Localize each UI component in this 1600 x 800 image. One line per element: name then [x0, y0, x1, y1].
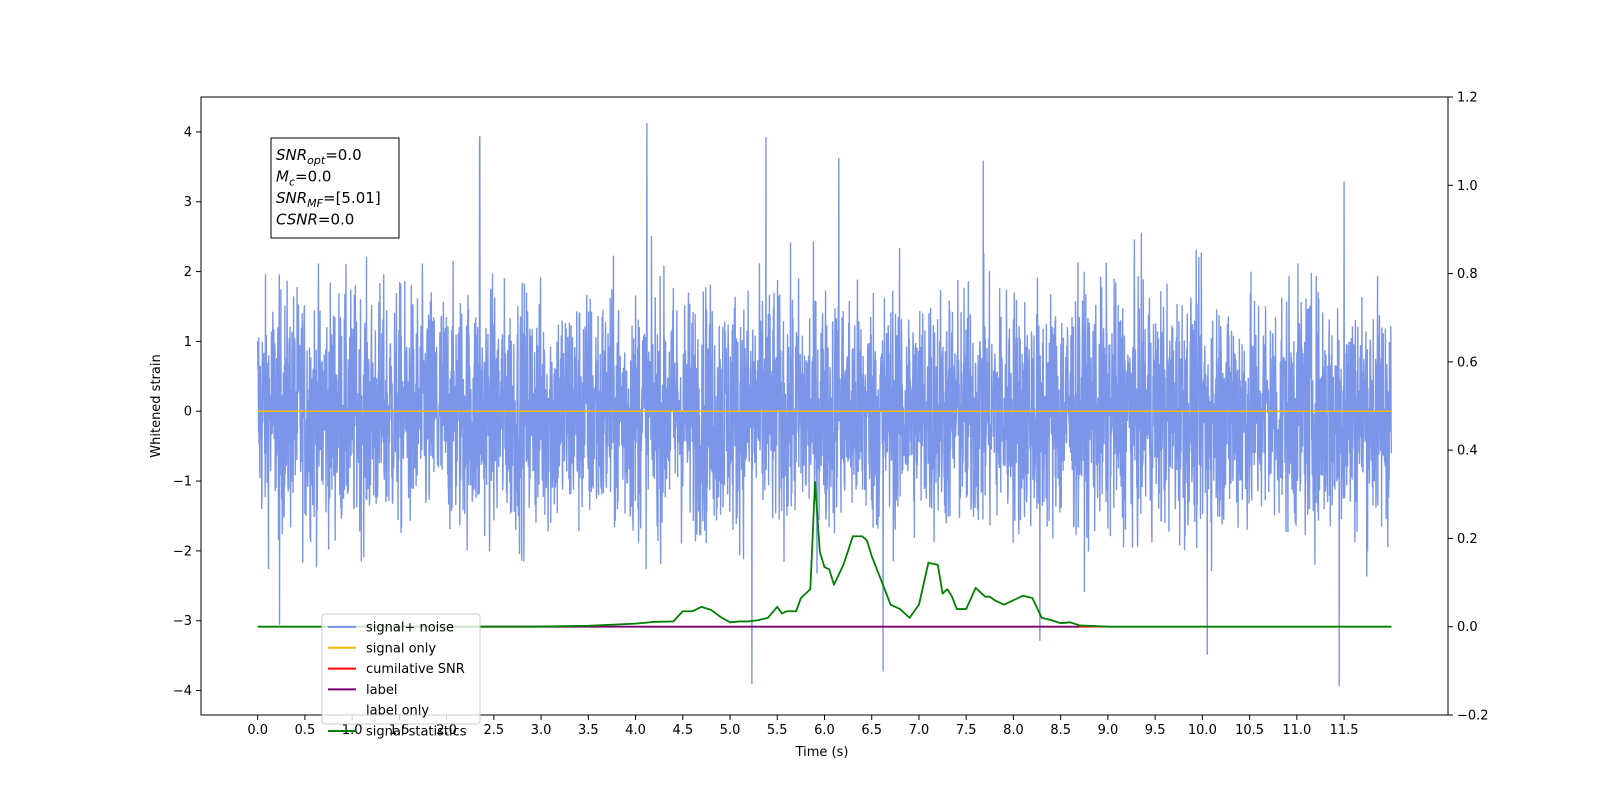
y-axis-left: −4 −3 −2 −1 0 1 2 3 4	[173, 125, 201, 699]
x-tick-label: 3.5	[578, 723, 599, 738]
x-tick-label: 6.5	[861, 723, 882, 738]
x-tick-label: 4.5	[672, 723, 693, 738]
annotation-value: =0.0	[325, 146, 361, 164]
y-right-tick-label: 0.6	[1457, 355, 1478, 370]
annotation-line: SNRopt=0.0	[276, 146, 362, 167]
x-tick-label: 11.0	[1282, 723, 1311, 738]
series-layer	[256, 122, 1393, 687]
annotation-subscript: MF	[307, 197, 323, 210]
x-tick-label: 3.0	[531, 723, 552, 738]
x-tick-label: 5.0	[720, 723, 741, 738]
x-tick-label: 0.0	[247, 723, 268, 738]
legend-label: signal+ noise	[366, 621, 454, 636]
x-tick-label: 5.5	[767, 723, 788, 738]
annotation-line: CSNR=0.0	[276, 211, 354, 229]
y-axis-right: −0.2 0.0 0.2 0.4 0.6 0.8 1.0 1.2	[1448, 91, 1489, 724]
annotation-symbol: M	[276, 168, 289, 186]
y-tick-label: −2	[173, 544, 192, 559]
y-tick-label: 4	[184, 125, 192, 140]
y-right-tick-label: 0.8	[1457, 267, 1478, 282]
legend-frame	[321, 613, 481, 725]
x-tick-label: 8.5	[1050, 723, 1071, 738]
x-tick-label: 2.5	[484, 723, 505, 738]
y-axis-title: Whitened strain	[149, 354, 164, 457]
y-right-tick-label: 1.2	[1457, 91, 1478, 106]
annotation-box-frame	[270, 137, 400, 239]
y-right-tick-label: 1.0	[1457, 179, 1478, 194]
legend-label: signal statistics	[366, 725, 467, 740]
y-right-tick-label: 0.2	[1457, 532, 1478, 547]
annotation-symbol: CSNR	[276, 211, 318, 229]
x-tick-label: 11.5	[1330, 723, 1359, 738]
y-right-tick-label: 0.4	[1457, 444, 1478, 459]
y-right-tick-label: −0.2	[1457, 709, 1489, 724]
legend-label: label	[366, 683, 397, 698]
annotation-subscript: opt	[307, 154, 326, 167]
x-axis-title: Time (s)	[795, 745, 849, 760]
annotation-symbol: SNR	[276, 146, 307, 164]
x-tick-label: 10.5	[1235, 723, 1264, 738]
y-tick-label: 1	[184, 335, 192, 350]
x-tick-label: 7.0	[909, 723, 930, 738]
x-tick-label: 9.0	[1098, 723, 1119, 738]
y-tick-label: −3	[173, 614, 192, 629]
legend-label: label only	[366, 704, 429, 719]
x-axis: 0.0 0.5 1.0 1.5 2.0 2.5 3.0 3.5 4.0 4.5 5.0 5.5 6.0 6…	[247, 715, 1359, 738]
annotation-value: =[5.01]	[323, 189, 381, 207]
annotation-value: =0.0	[318, 211, 354, 229]
x-tick-label: 2.0	[436, 723, 457, 738]
y-tick-label: −4	[173, 684, 192, 699]
y-right-tick-label: 0.0	[1457, 620, 1478, 635]
legend: signal+ noise signal only cumilative SNR la…	[321, 613, 481, 740]
annotation-subscript: c	[289, 176, 295, 189]
x-tick-label: 0.5	[295, 723, 316, 738]
legend-label: signal only	[366, 641, 436, 656]
annotation-line: SNRMF=[5.01]	[276, 189, 381, 210]
y-tick-label: 0	[184, 405, 192, 420]
series-signal-plus-noise-line	[256, 122, 1393, 687]
x-tick-label: 10.0	[1188, 723, 1217, 738]
y-tick-label: −1	[173, 475, 192, 490]
x-tick-label: 7.5	[956, 723, 977, 738]
annotation-line: Mc=0.0	[276, 168, 331, 189]
x-tick-label: 8.0	[1003, 723, 1024, 738]
annotation-value: =0.0	[295, 168, 331, 186]
y-tick-label: 3	[184, 195, 192, 210]
annotation-symbol: SNR	[276, 189, 307, 207]
legend-label: cumilative SNR	[366, 662, 465, 677]
x-tick-label: 9.5	[1145, 723, 1166, 738]
y-tick-label: 2	[184, 265, 192, 280]
x-tick-label: 4.0	[625, 723, 646, 738]
x-tick-label: 1.5	[389, 723, 410, 738]
series-signal-statistics-line	[257, 481, 1392, 628]
x-tick-label: 6.0	[814, 723, 835, 738]
